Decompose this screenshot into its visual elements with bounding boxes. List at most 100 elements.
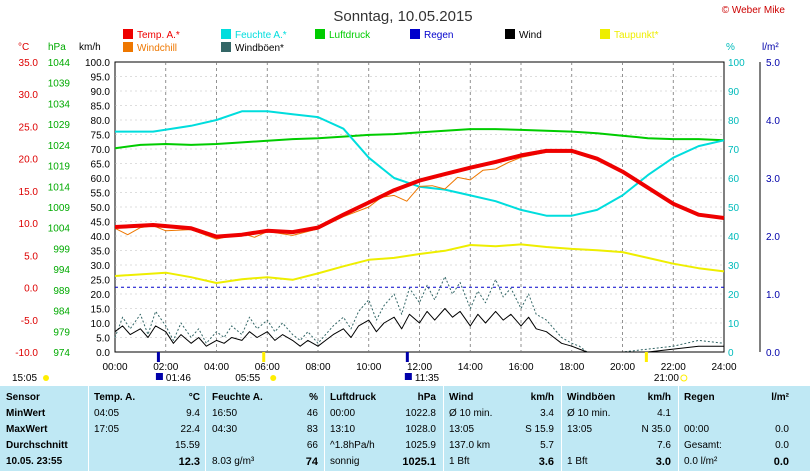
pct-tick-label: 0: [728, 348, 734, 359]
chart-legend: Temp. A.* Feuchte A.* Luftdruck Regen Wind Ta…: [123, 29, 659, 54]
x-tick-label: 06:00: [255, 362, 280, 373]
plot-grid: [115, 62, 724, 352]
kmh-tick-label: 75.0: [91, 131, 111, 142]
temperature-axis: 35.0 30.0 25.0 20.0 15.0 10.0 5.0 0.0 -5.0 -10.0: [15, 58, 38, 359]
series-taupunkt: [114, 243, 725, 284]
x-tick-label: 14:00: [458, 362, 483, 373]
marker-label: 01:46: [166, 373, 191, 384]
marker-label: 21:00: [654, 373, 679, 384]
temp-current: 12.3: [178, 456, 200, 468]
x-tick-label: 08:00: [305, 362, 330, 373]
pressure-column: Luftdruck hPa 00:00 1022.8 13:10 1028.0 …: [330, 385, 436, 471]
x-tick-label: 02:00: [153, 362, 178, 373]
row-label-min: MinWert: [6, 408, 46, 419]
rain-total: 0.0: [775, 440, 789, 451]
gust-header: Windböen: [567, 392, 616, 403]
series-temp-a: [114, 148, 725, 239]
wind-bft: 1 Bft: [449, 456, 470, 467]
pressure-header: Luftdruck: [330, 392, 377, 403]
time-markers: 15:05 01:46 05:55 11:35 21:00: [12, 352, 688, 384]
hpa-tick-label: 1029: [48, 120, 71, 131]
rain-axis: 5.0 4.0 3.0 2.0 1.0 0.0: [759, 58, 780, 359]
legend-label-4: Wind: [519, 30, 542, 41]
x-tick-label: 00:00: [102, 362, 127, 373]
wind-max: S 15.9: [525, 424, 554, 435]
moon-icon: [404, 373, 412, 380]
hpa-tick-label: 1019: [48, 162, 71, 173]
pressure-current: 1025.1: [402, 456, 436, 468]
pressure-min-time: 00:00: [330, 408, 356, 419]
unit-kmh: km/h: [79, 42, 101, 53]
humidity-abs: 8.03 g/m³: [212, 456, 255, 467]
rain-max-time: 00:00: [684, 424, 710, 435]
kmh-tick-label: 60.0: [91, 174, 111, 185]
lm2-tick-label: 2.0: [766, 232, 780, 243]
pct-tick-label: 40: [728, 232, 740, 243]
marker-label: 11:35: [415, 373, 440, 384]
lm2-tick-label: 1.0: [766, 290, 780, 301]
series-layer: [114, 110, 725, 353]
marker-label: 05:55: [235, 373, 260, 384]
summary-table: Sensor MinWert MaxWert Durchschnitt 10.0…: [0, 385, 810, 471]
kmh-tick-label: 95.0: [91, 73, 111, 84]
humidity-unit: %: [309, 392, 318, 403]
temp-tick-label: 5.0: [24, 251, 38, 262]
kmh-tick-label: 25.0: [91, 276, 111, 287]
wind-speed-axis: 100.0 95.0 90.0 85.0 80.0 75.0 70.0 65.0 60.0 55.…: [85, 58, 110, 359]
hpa-tick-label: 989: [53, 286, 70, 297]
lm2-tick-label: 5.0: [766, 58, 780, 69]
pressure-axis: 1044 1039 1034 1029 1024 1019 1014 1009 1004 999 9…: [48, 58, 71, 359]
legend-swatch-5: [600, 29, 610, 39]
rain-header: Regen: [684, 392, 715, 403]
unit-hpa: hPa: [48, 42, 66, 53]
temp-tick-label: 30.0: [19, 90, 39, 101]
legend-label-2: Luftdruck: [329, 30, 371, 41]
marker-tick: [405, 352, 409, 362]
kmh-tick-label: 0.0: [96, 348, 110, 359]
kmh-tick-label: 90.0: [91, 87, 111, 98]
kmh-tick-label: 15.0: [91, 305, 111, 316]
temp-avg: 15.59: [174, 440, 200, 451]
gust-max: N 35.0: [641, 424, 671, 435]
legend-swatch-0: [123, 29, 133, 39]
hpa-tick-label: 974: [53, 348, 70, 359]
humidity-max: 83: [306, 424, 318, 435]
moon-icon: [155, 373, 163, 380]
series-feuchte-a: [115, 110, 725, 217]
rain-column: Regen l/m² 00:00 0.0 Gesamt: 0.0 0.0 l/m…: [684, 385, 789, 471]
unit-celsius: °C: [18, 42, 29, 53]
temp-column: Temp. A. °C 04:05 9.4 17:05 22.4 15.59 1…: [94, 385, 200, 471]
x-tick-label: 24:00: [711, 362, 736, 373]
hpa-tick-label: 1009: [48, 203, 71, 214]
kmh-tick-label: 85.0: [91, 102, 111, 113]
pct-tick-label: 30: [728, 261, 740, 272]
kmh-tick-label: 45.0: [91, 218, 111, 229]
kmh-tick-label: 100.0: [85, 58, 110, 69]
pressure-avg: 1025.9: [405, 440, 436, 451]
wind-min-label: Ø 10 min.: [449, 408, 493, 419]
hpa-tick-label: 1004: [48, 224, 71, 235]
legend-label-0: Temp. A.*: [137, 30, 180, 41]
rain-unit: l/m²: [771, 392, 789, 403]
pct-tick-label: 90: [728, 87, 740, 98]
humidity-avg: 66: [306, 440, 318, 451]
legend-swatch-1: [221, 29, 231, 39]
gust-current: 3.0: [655, 456, 671, 468]
time-axis: 00:00 02:00 04:00 06:00 08:00 10:00 12:00 14:00…: [102, 362, 736, 373]
row-label-column: Sensor MinWert MaxWert Durchschnitt 10.0…: [6, 385, 88, 471]
hpa-tick-label: 1024: [48, 141, 71, 152]
pct-tick-label: 100: [728, 58, 745, 69]
sun-icon: [270, 375, 277, 381]
x-tick-label: 16:00: [508, 362, 533, 373]
pressure-forecast: sonnig: [330, 456, 360, 467]
wind-column: Wind km/h Ø 10 min. 3.4 13:05 S 15.9 137…: [449, 385, 554, 471]
gust-unit: km/h: [647, 392, 671, 403]
temp-unit: °C: [188, 392, 200, 403]
x-tick-label: 12:00: [407, 362, 432, 373]
wind-min: 3.4: [540, 408, 554, 419]
wind-current: 3.6: [538, 456, 554, 468]
kmh-tick-label: 80.0: [91, 116, 111, 127]
wind-max-time: 13:05: [449, 424, 475, 435]
wind-avg: 5.7: [540, 440, 554, 451]
